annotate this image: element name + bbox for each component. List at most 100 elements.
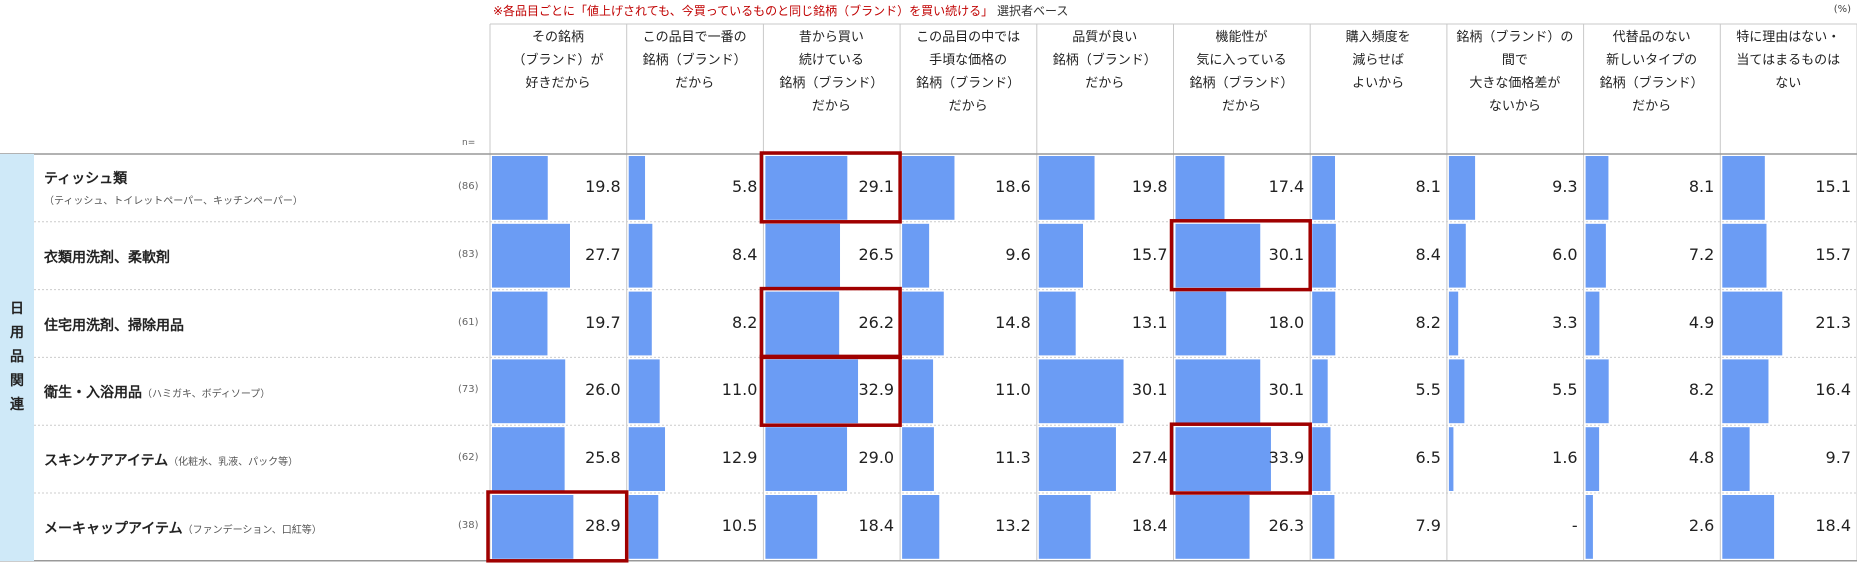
value-label: 8.4	[1415, 244, 1441, 264]
bar	[1038, 156, 1095, 220]
bar	[492, 156, 548, 220]
bar	[492, 223, 570, 288]
bar	[765, 223, 841, 288]
bar	[1585, 223, 1606, 288]
value-label: 5.8	[731, 177, 758, 196]
column-header: 代替品のない 新しいタイプの 銘柄（ブランド） だから	[1599, 30, 1704, 114]
value-label: 5.5	[1415, 380, 1441, 400]
bar	[1448, 223, 1466, 288]
bar	[628, 156, 646, 220]
highlight-box	[1169, 219, 1312, 292]
bar	[765, 427, 848, 491]
row-label: ティッシュ類	[44, 168, 127, 188]
bar	[1722, 359, 1769, 424]
bar	[765, 359, 859, 424]
row-label-main: 住宅用洗剤、掃除用品	[44, 317, 184, 334]
bar	[492, 427, 565, 491]
value-label: 13.1	[1131, 312, 1168, 332]
category-band	[0, 154, 34, 561]
value-label: 4.8	[1688, 448, 1715, 468]
row-label-main: スキンケアアイテム	[44, 453, 169, 470]
bar	[628, 495, 659, 559]
value-label: 19.7	[585, 312, 621, 332]
bar	[902, 223, 930, 288]
row-label: スキンケアアイテム（化粧水、乳液、パック等）	[44, 450, 298, 470]
column-header: 品質が良い 銘柄（ブランド） だから	[1052, 30, 1157, 91]
row-label: 住宅用洗剤、掃除用品	[44, 315, 184, 335]
value-label: 9.6	[1005, 244, 1031, 264]
row-label-sub: （ファンデーション、口紅等）	[182, 525, 322, 536]
bar	[1038, 359, 1124, 424]
row-label: 衛生・入浴用品（ハミガキ、ボディソープ）	[44, 382, 270, 402]
bar	[1722, 495, 1775, 559]
value-label: 7.9	[1415, 516, 1441, 535]
bar	[1585, 427, 1600, 491]
row-n: (83)	[458, 248, 479, 260]
bar	[1448, 156, 1476, 220]
bar	[1448, 427, 1454, 491]
value-label: 5.5	[1552, 380, 1578, 400]
column-header: 特に理由はない・ 当てはまるものは ない	[1736, 30, 1841, 91]
value-label: 18.4	[1815, 516, 1851, 535]
value-label: 2.6	[1688, 516, 1715, 535]
value-label: 11.3	[995, 448, 1031, 468]
column-header: この品目で一番の 銘柄（ブランド） だから	[642, 30, 747, 91]
row-n: (62)	[458, 452, 479, 464]
bar	[1585, 156, 1609, 220]
bar	[1175, 427, 1271, 491]
bar	[902, 291, 944, 356]
value-label: 12.9	[721, 448, 758, 468]
bar	[492, 359, 566, 424]
value-label: 28.9	[585, 516, 621, 535]
bar	[1038, 495, 1091, 559]
bar	[902, 156, 955, 220]
bar	[1722, 156, 1765, 220]
value-label: 6.0	[1552, 244, 1578, 264]
bar	[1312, 427, 1331, 491]
column-header: その銘柄 （ブランド）が 好きだから	[512, 30, 604, 91]
bar	[628, 359, 660, 424]
value-label: 18.4	[1131, 516, 1168, 535]
bar	[1175, 291, 1227, 356]
bar	[1312, 223, 1336, 288]
value-label: 26.0	[585, 380, 621, 400]
row-label-main: ティッシュ類	[44, 171, 128, 187]
bar	[1448, 359, 1465, 424]
value-label: 18.0	[1268, 312, 1305, 332]
bar	[902, 427, 934, 491]
bar	[765, 291, 840, 356]
bar	[628, 291, 652, 356]
value-label: 15.7	[1131, 244, 1168, 264]
value-label: 17.4	[1268, 177, 1305, 196]
value-label: 15.1	[1815, 177, 1851, 196]
value-label: 18.4	[858, 516, 895, 535]
value-label: 14.8	[995, 312, 1031, 332]
bar	[628, 223, 653, 288]
bar	[492, 495, 574, 559]
value-label: 33.9	[1268, 448, 1305, 468]
category-label: 日用品関連	[10, 301, 24, 414]
highlight-box	[759, 354, 902, 427]
bar	[1312, 359, 1328, 424]
title-main: ※各品目ごとに「値上げされても、今買っているものと同じ銘柄（ブランド）を買い続け…	[493, 4, 994, 18]
column-header: 機能性が 気に入っている 銘柄（ブランド） だから	[1189, 30, 1294, 114]
row-label-main: 衣類用洗剤、柔軟剤	[44, 249, 170, 266]
value-label: 8.2	[1415, 312, 1441, 332]
bar	[1722, 291, 1783, 356]
highlight-box	[1169, 422, 1312, 495]
value-label: 27.7	[585, 244, 621, 264]
bar	[1175, 495, 1250, 559]
value-label: 15.7	[1815, 244, 1851, 264]
bar	[1175, 223, 1261, 288]
value-label: 8.2	[731, 312, 758, 332]
row-label-main: 衛生・入浴用品	[44, 385, 142, 402]
bar	[765, 495, 818, 559]
bar	[1038, 427, 1116, 491]
value-label: 32.9	[858, 380, 895, 400]
value-label: 9.7	[1825, 448, 1851, 468]
value-label: 29.1	[858, 177, 895, 196]
bar	[628, 427, 666, 491]
title-note: 選択者ベース	[996, 4, 1069, 18]
bar	[1038, 223, 1084, 288]
